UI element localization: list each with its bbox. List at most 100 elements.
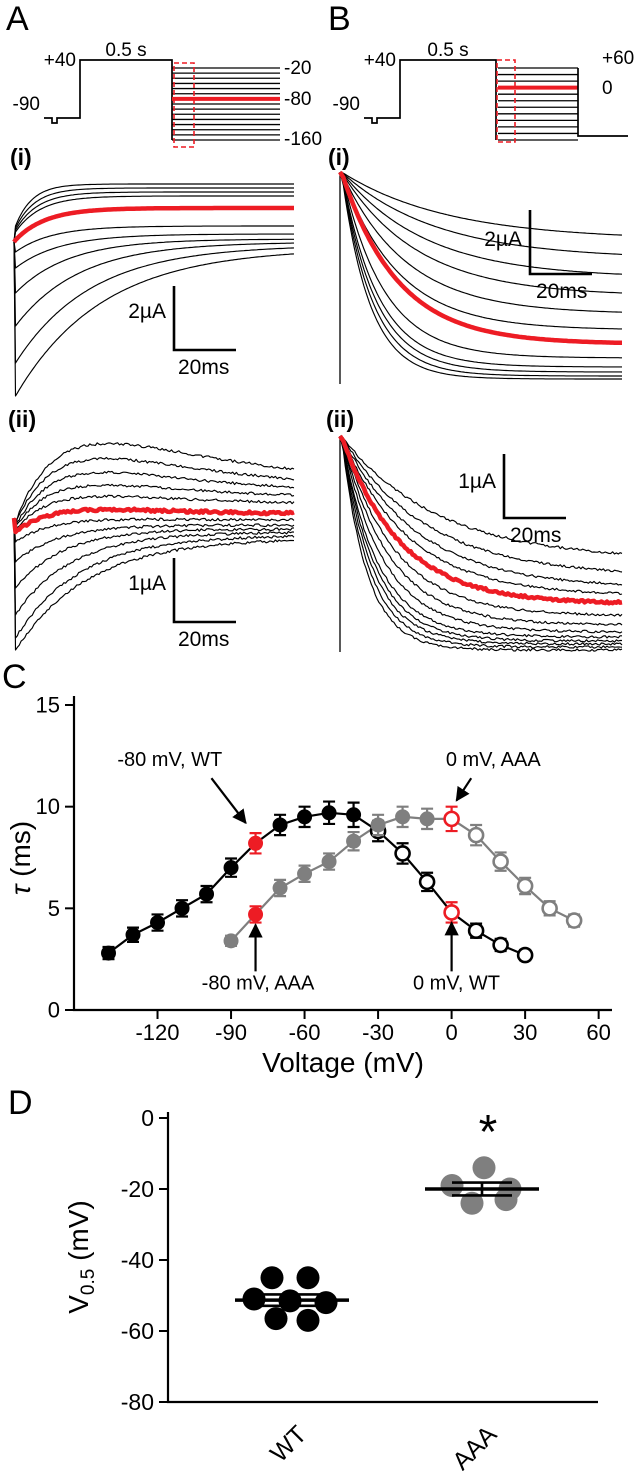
current-trace — [339, 435, 623, 652]
x-category-label: AAA — [447, 1420, 502, 1471]
tail-top-label: +60 — [602, 48, 634, 69]
step-duration-label: 0.5 s — [427, 40, 468, 61]
current-trace — [13, 238, 294, 294]
analysis-window-box — [496, 59, 516, 143]
data-point-wt — [260, 1266, 284, 1290]
significance-marker: * — [479, 1106, 498, 1159]
current-trace — [13, 470, 295, 527]
panel-b-i-current-traces: 2µA 20ms — [338, 170, 623, 384]
current-trace — [339, 171, 622, 294]
panel-b-label: B — [328, 0, 351, 38]
current-trace — [13, 183, 294, 243]
current-trace — [13, 191, 294, 243]
current-trace — [339, 171, 623, 275]
annotation-label: 0 mV, AAA — [446, 749, 542, 771]
scale-bar-lines — [528, 210, 592, 276]
tail-mid-label: -80 — [284, 89, 311, 110]
scale-bar: 2µA 20ms — [484, 210, 592, 303]
filled-marker-aaa — [248, 906, 264, 922]
data-point-aaa — [460, 1191, 484, 1215]
protocol-end-trace — [577, 68, 628, 137]
panel-a-label: A — [6, 0, 29, 38]
sem-bars — [262, 1293, 322, 1308]
panel-b-voltage-protocol: +40 0.5 s -90 +60 0 — [333, 40, 634, 143]
current-trace — [13, 241, 294, 327]
current-trace — [339, 171, 623, 236]
step-voltage-label: +40 — [44, 50, 76, 71]
scale-bar: 2µA 20ms — [128, 286, 236, 379]
current-trace — [339, 435, 623, 634]
annotation-arrow — [210, 777, 247, 825]
axes — [166, 1112, 598, 1404]
sem-bars — [452, 1181, 512, 1197]
highlighted-current-trace — [338, 170, 623, 346]
filled-marker-aaa — [395, 809, 411, 825]
current-trace — [13, 187, 294, 243]
filled-marker-wt — [199, 886, 215, 902]
tail-mid-label: 0 — [602, 78, 613, 99]
current-trace — [339, 435, 623, 649]
step-voltage-label: +40 — [364, 50, 396, 71]
current-trace — [13, 517, 295, 563]
filled-marker-wt — [150, 915, 166, 931]
annotation-label: 0 mV, WT — [413, 973, 500, 995]
current-trace — [13, 241, 295, 364]
scale-current-label: 2µA — [484, 228, 522, 251]
panel-d-label: D — [8, 1084, 33, 1122]
scale-bar: 1µA 20ms — [128, 558, 236, 651]
data-point-aaa — [440, 1173, 464, 1197]
current-trace — [339, 435, 623, 586]
filled-marker-aaa — [419, 811, 435, 827]
current-trace — [13, 517, 295, 651]
filled-marker-aaa — [272, 880, 288, 896]
data-point-aaa — [472, 1156, 496, 1180]
highlighted-current-trace — [12, 205, 295, 244]
open-marker-wt — [394, 845, 411, 862]
filled-marker-aaa — [321, 854, 337, 870]
panel-a-i-current-traces: 2µA 20ms — [12, 183, 295, 397]
x-tick-label: -90 — [215, 1020, 247, 1045]
y-tick-label: 0 — [48, 998, 60, 1023]
step-duration-label: 0.5 s — [105, 40, 146, 61]
y-tick-label: 0 — [141, 1105, 154, 1131]
scale-bar-lines — [172, 558, 236, 624]
current-trace — [13, 517, 295, 639]
axes — [72, 696, 612, 1012]
current-trace — [339, 435, 623, 617]
filled-marker-aaa — [223, 933, 239, 949]
analysis-window-box — [173, 62, 195, 148]
tail-bottom-label: -160 — [284, 129, 322, 150]
scale-bar-lines — [502, 454, 566, 520]
current-trace — [339, 171, 622, 330]
filled-marker-wt — [248, 835, 264, 851]
filled-marker-wt — [174, 900, 190, 916]
panel-b-i-label: (i) — [328, 144, 350, 170]
panel-b-ii-label: (ii) — [326, 406, 355, 432]
scale-time-label: 20ms — [510, 524, 561, 547]
open-marker-aaa — [541, 900, 558, 917]
y-axis-title: V0.5 (mV) — [63, 1200, 99, 1314]
current-trace — [339, 435, 623, 626]
filled-marker-wt — [346, 807, 362, 823]
panel-a-ii-label: (ii) — [8, 406, 37, 432]
data-point-wt — [314, 1291, 338, 1315]
current-trace — [339, 171, 622, 368]
current-trace — [13, 225, 294, 253]
current-trace — [339, 171, 622, 359]
annotation-arrow — [455, 777, 473, 802]
scale-bar-lines — [172, 286, 236, 352]
filled-marker-wt — [223, 860, 239, 876]
current-trace — [13, 233, 294, 269]
current-trace — [13, 456, 295, 525]
current-trace — [339, 435, 623, 646]
x-category-label: WT — [265, 1420, 312, 1467]
open-marker-wt — [443, 904, 460, 921]
y-tick-label: -60 — [121, 1318, 154, 1344]
current-trace — [339, 435, 623, 555]
filled-marker-wt — [297, 809, 313, 825]
scale-bar: 1µA 20ms — [458, 454, 566, 547]
annotation-label: -80 mV, AAA — [202, 973, 315, 995]
current-trace — [13, 517, 295, 616]
annotation-label: -80 mV, WT — [117, 749, 222, 771]
